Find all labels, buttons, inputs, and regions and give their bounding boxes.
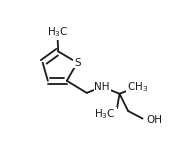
Text: S: S [74, 58, 81, 68]
Text: CH$_3$: CH$_3$ [127, 80, 148, 94]
Text: OH: OH [146, 115, 162, 126]
Text: H$_3$C: H$_3$C [46, 25, 68, 39]
Text: NH: NH [94, 82, 110, 92]
Text: H$_3$C: H$_3$C [94, 108, 116, 121]
